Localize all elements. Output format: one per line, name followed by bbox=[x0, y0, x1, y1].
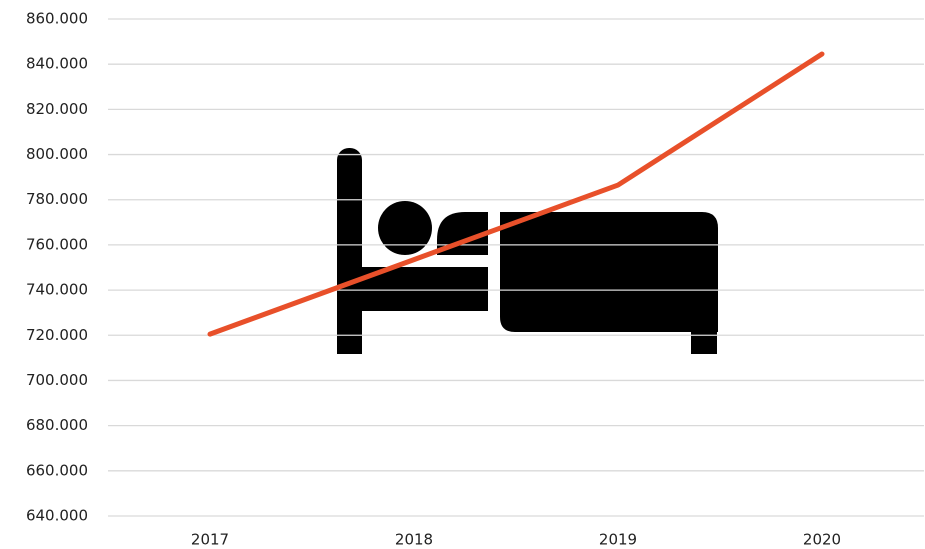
line-series bbox=[207, 51, 825, 337]
y-tick-label: 740.000 bbox=[26, 281, 88, 299]
y-tick-label: 640.000 bbox=[26, 507, 88, 525]
y-tick-label: 680.000 bbox=[26, 416, 88, 434]
y-tick-label: 780.000 bbox=[26, 190, 88, 208]
headboard-base bbox=[337, 165, 362, 354]
y-tick-label: 660.000 bbox=[26, 461, 88, 479]
blanket bbox=[500, 212, 718, 332]
foot-leg bbox=[691, 330, 717, 354]
y-tick-label: 800.000 bbox=[26, 145, 88, 163]
y-tick-label: 760.000 bbox=[26, 235, 88, 253]
x-tick-label: 2018 bbox=[395, 531, 433, 549]
y-tick-label: 840.000 bbox=[26, 55, 88, 73]
x-tick-label: 2020 bbox=[803, 531, 841, 549]
x-tick-label: 2019 bbox=[599, 531, 637, 549]
y-tick-label: 720.000 bbox=[26, 326, 88, 344]
x-tick-label: 2017 bbox=[191, 531, 229, 549]
y-tick-label: 820.000 bbox=[26, 100, 88, 118]
y-tick-label: 860.000 bbox=[26, 10, 88, 28]
head bbox=[378, 201, 432, 255]
bed-icon bbox=[337, 148, 718, 354]
y-tick-label: 700.000 bbox=[26, 371, 88, 389]
bed-base bbox=[362, 267, 488, 311]
